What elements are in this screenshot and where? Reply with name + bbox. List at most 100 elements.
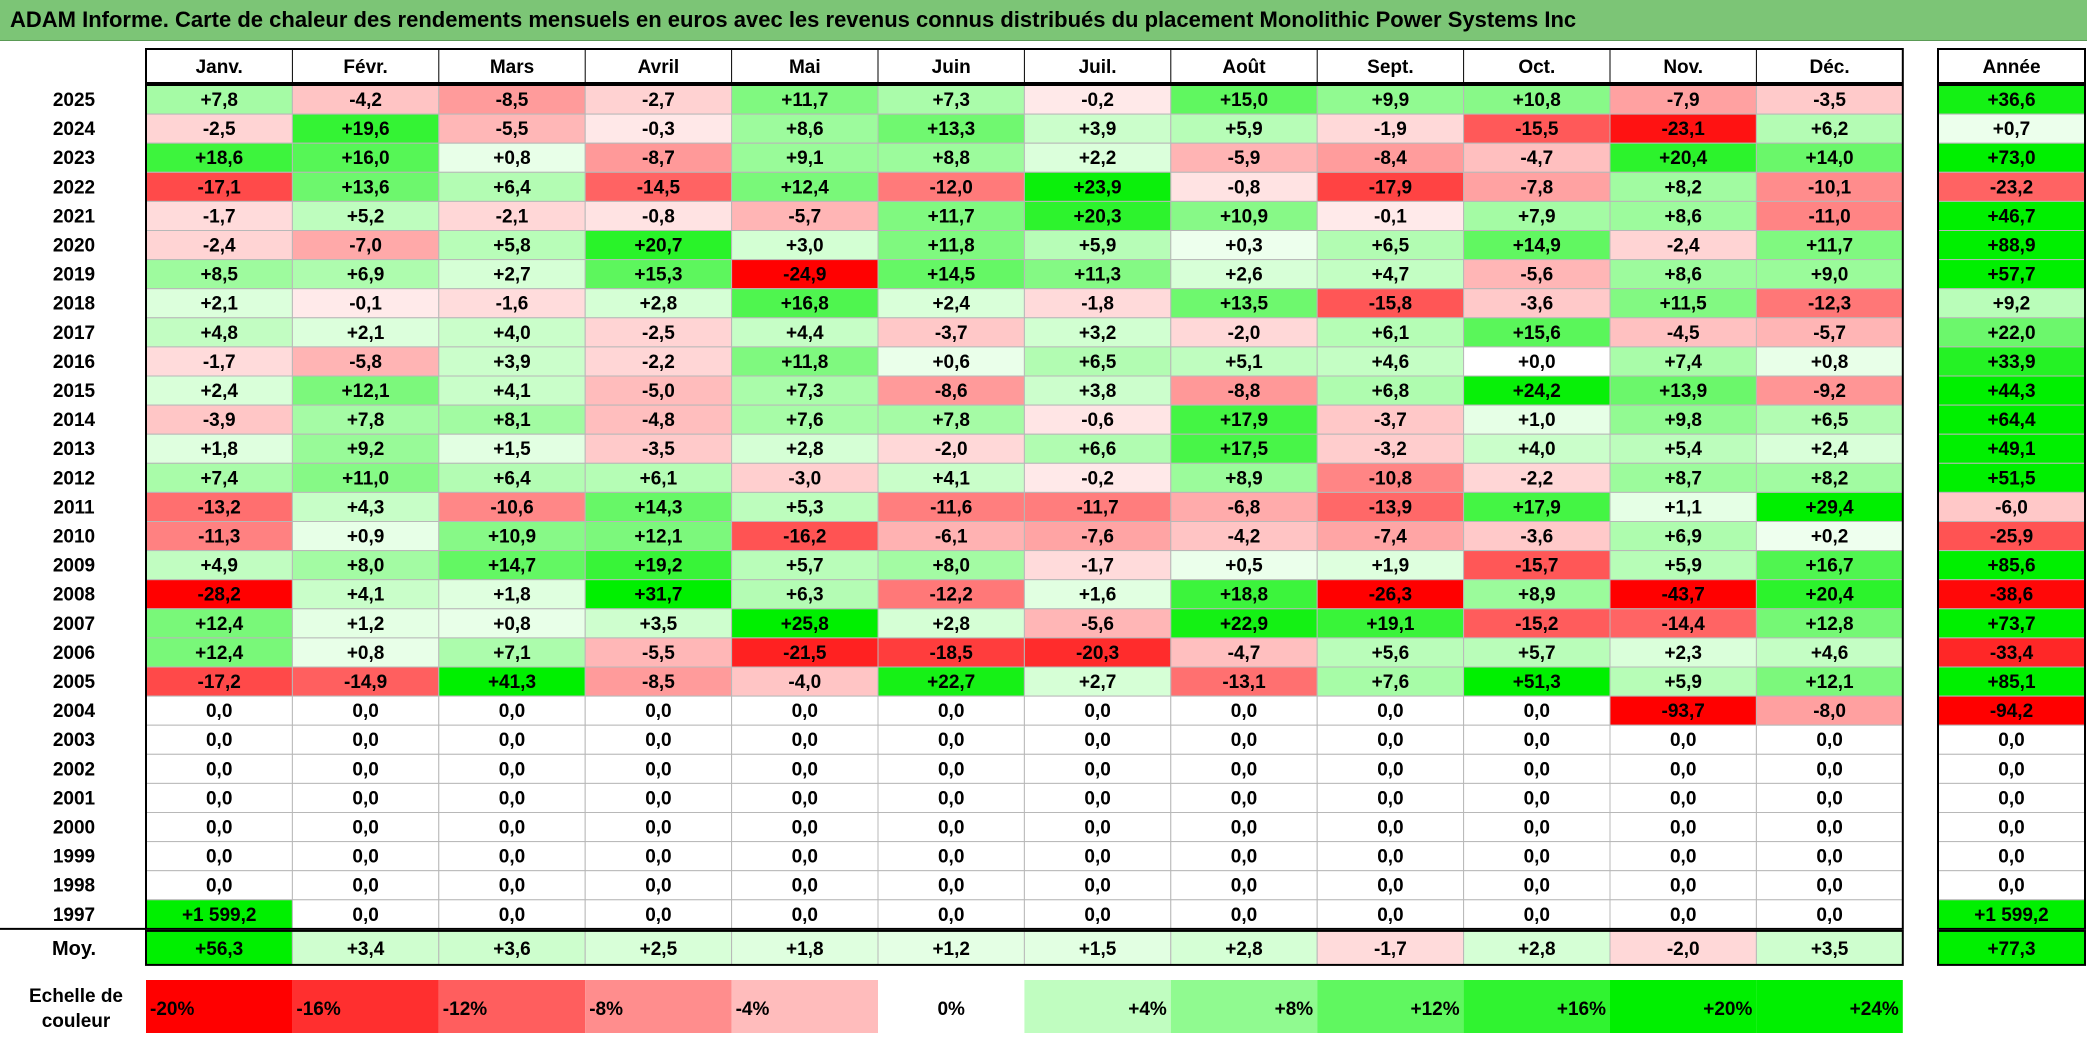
heatmap-cell [1316, 433, 1465, 464]
cell-label: +13,6 [342, 177, 390, 198]
average-cell-label: +3,4 [347, 939, 385, 960]
cell-label: +8,6 [1664, 265, 1702, 286]
annual-cell [1937, 491, 2086, 522]
scale-swatch [585, 980, 732, 1033]
year-label-2021: 2021 [53, 206, 96, 227]
heatmap-cell [584, 375, 733, 406]
cell-label: -15,5 [1515, 119, 1559, 140]
heatmap-cell [1463, 579, 1611, 610]
cell-label: +2,4 [200, 381, 238, 402]
heatmap-cell [1609, 724, 1757, 755]
cell-label: +0,8 [1811, 352, 1849, 373]
heatmap-cell [1316, 404, 1465, 435]
cell-label: 0,0 [499, 701, 525, 722]
year-label-1998: 1998 [53, 876, 95, 897]
cell-label: +8,2 [1664, 177, 1702, 198]
cell-label: -11,3 [198, 527, 240, 548]
annual-cell-label: +64,4 [1987, 410, 2036, 431]
cell-label: +22,9 [1220, 614, 1268, 635]
scale-label-line2: couleur [42, 1011, 111, 1032]
annual-cell-label: -38,6 [1990, 585, 2033, 606]
cell-label: 0,0 [1084, 847, 1110, 868]
cell-label: -1,9 [1374, 119, 1407, 140]
cell-label: +2,4 [932, 294, 970, 315]
scale-swatch [1463, 980, 1610, 1033]
cell-label: -15,8 [1369, 294, 1412, 315]
annual-cell-label: -94,2 [1990, 701, 2033, 722]
cell-label: 0,0 [1377, 759, 1403, 780]
cell-label: +1,8 [200, 439, 238, 460]
heatmap-cell [584, 666, 733, 697]
cell-label: -21,5 [783, 643, 827, 664]
heatmap-cell [1316, 870, 1465, 901]
heatmap-cell [145, 724, 293, 755]
heatmap-cell [584, 782, 733, 814]
cell-label: -2,2 [642, 352, 675, 373]
annual-border [1937, 84, 2086, 930]
cell-label: +8,5 [200, 265, 238, 286]
cell-label: 0,0 [645, 788, 671, 809]
cell-label: +18,8 [1220, 585, 1268, 606]
heatmap-cell [584, 84, 733, 115]
heatmap-cell [1609, 433, 1757, 464]
heatmap-cell [1755, 317, 1904, 348]
annual-cell-label: +33,9 [1987, 352, 2035, 373]
cell-label: +9,1 [786, 148, 824, 169]
cell-label: 0,0 [938, 876, 964, 897]
cell-label: +5,6 [1372, 643, 1410, 664]
scale-step-label: +20% [1703, 999, 1752, 1020]
heatmap-cell [1463, 113, 1611, 144]
cell-label: +4,0 [493, 323, 531, 344]
heatmap-cell [877, 433, 1025, 464]
cell-label: 0,0 [1231, 701, 1257, 722]
heatmap-cell [291, 491, 440, 522]
cell-label: +11,0 [342, 468, 389, 489]
cell-label: +8,0 [932, 556, 970, 577]
cell-label: -5,6 [1081, 614, 1114, 635]
cell-label: -0,8 [1228, 177, 1261, 198]
cell-label: +7,4 [1664, 352, 1702, 373]
heatmap-cell [1023, 899, 1172, 930]
heatmap-cell [291, 753, 440, 784]
heatmap-cell [438, 84, 586, 115]
cell-label: -8,0 [1813, 701, 1846, 722]
heatmap-cell [1023, 841, 1172, 872]
cell-label: -1,8 [1081, 294, 1114, 315]
cell-label: -0,1 [1374, 206, 1407, 227]
heatmap-cell [1609, 259, 1757, 290]
cell-label: +1,5 [493, 439, 531, 460]
cell-label: 0,0 [938, 818, 964, 839]
heatmap-cell [877, 870, 1025, 901]
annual-cell [1937, 841, 2086, 872]
average-cell-label: -2,0 [1667, 939, 1700, 960]
heatmap-cell [291, 433, 440, 464]
cell-label: 0,0 [645, 818, 671, 839]
cell-label: -0,1 [349, 294, 382, 315]
average-row-label: Moy. [52, 938, 96, 960]
heatmap-cell [1316, 84, 1465, 115]
cell-label: +1,2 [347, 614, 385, 635]
cell-label: +12,4 [195, 614, 244, 635]
heatmap-cell [438, 812, 586, 843]
cell-label: +1,6 [1079, 585, 1117, 606]
cell-label: -10,8 [1369, 468, 1412, 489]
average-cell [584, 930, 733, 966]
average-cell-label: +3,6 [493, 939, 531, 960]
year-label-2017: 2017 [53, 323, 95, 344]
cell-label: +6,6 [1079, 439, 1117, 460]
cell-label: 0,0 [206, 847, 232, 868]
cell-label: 0,0 [499, 847, 525, 868]
heatmap-cell [1463, 491, 1611, 522]
cell-label: +19,1 [1366, 614, 1415, 635]
year-label-2022: 2022 [53, 177, 95, 198]
year-label-2020: 2020 [53, 236, 95, 257]
heatmap-cell [731, 812, 879, 843]
heatmap-cell [145, 637, 293, 668]
cell-label: 0,0 [1524, 788, 1550, 809]
heatmap-cell [584, 317, 733, 348]
heatmap-cell [1609, 782, 1757, 814]
year-label-2019: 2019 [53, 265, 95, 286]
heatmap-cell [731, 84, 879, 115]
heatmap-cell [1463, 259, 1611, 290]
cell-label: -7,9 [1667, 90, 1700, 111]
